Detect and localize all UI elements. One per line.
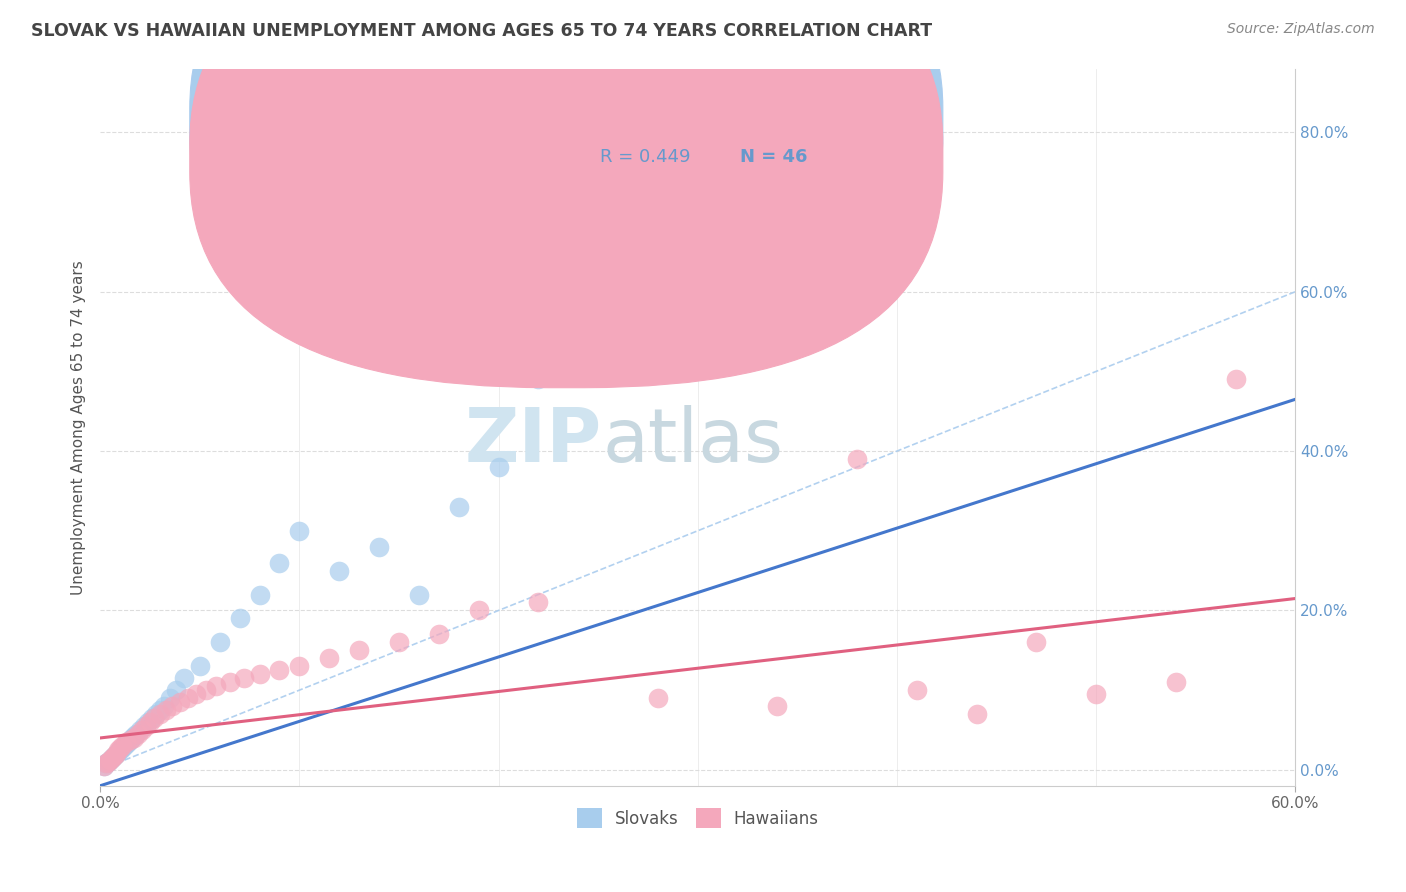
Point [1025,635,1047,649]
Text: atlas: atlas [602,405,783,478]
Point [488,460,510,475]
Point [1225,372,1247,386]
Point [139,714,162,729]
Point [204,679,226,693]
Point [141,711,163,725]
Point [101,751,124,765]
Point [184,687,207,701]
Point [155,703,177,717]
Text: R = 0.556: R = 0.556 [600,112,690,130]
Point [103,748,125,763]
Point [98,753,121,767]
Point [408,587,430,601]
Point [966,707,988,722]
Point [122,731,145,745]
Point [115,737,138,751]
Text: ZIP: ZIP [465,405,602,478]
Point [94,756,117,771]
Point [149,707,172,722]
Point [905,683,928,698]
Point [208,635,231,649]
Text: N = 46: N = 46 [740,148,807,166]
Point [111,740,134,755]
Point [127,727,149,741]
Point [153,699,176,714]
Point [112,739,135,753]
Point [94,756,117,771]
Point [388,635,411,649]
Text: R = 0.449: R = 0.449 [600,148,690,166]
Point [98,753,121,767]
Point [101,751,124,765]
Point [269,556,291,570]
Point [328,564,350,578]
Point [108,740,131,755]
Point [107,745,129,759]
Point [527,595,550,609]
Point [318,651,340,665]
Point [173,671,195,685]
Point [121,731,143,745]
Point [427,627,450,641]
Point [103,748,125,763]
Point [122,730,145,744]
Point [160,699,183,714]
Point [269,663,291,677]
Point [118,732,141,747]
Point [97,755,120,769]
Point [97,755,120,769]
Text: N = 39: N = 39 [740,112,807,130]
Point [107,743,129,757]
Point [467,603,489,617]
Point [846,452,869,467]
Point [108,743,131,757]
Point [93,759,115,773]
Point [136,714,159,729]
FancyBboxPatch shape [190,0,943,351]
Text: Source: ZipAtlas.com: Source: ZipAtlas.com [1227,22,1375,37]
Point [347,643,370,657]
Point [232,671,254,685]
Point [288,524,311,538]
Point [105,747,128,761]
Point [115,735,138,749]
FancyBboxPatch shape [190,0,943,388]
Point [447,500,470,514]
Point [288,659,311,673]
Point [145,707,167,722]
Point [132,719,155,733]
Point [368,540,391,554]
Point [111,739,134,753]
Point [159,691,181,706]
Point [249,667,271,681]
Point [93,759,115,773]
Legend: Slovaks, Hawaiians: Slovaks, Hawaiians [569,801,825,835]
Point [1164,675,1187,690]
Point [766,699,789,714]
Point [105,747,128,761]
Point [118,732,141,747]
Point [117,735,139,749]
Point [142,711,165,725]
Point [125,727,148,741]
Y-axis label: Unemployment Among Ages 65 to 74 years: Unemployment Among Ages 65 to 74 years [72,260,86,595]
Point [194,683,217,698]
Point [129,723,152,737]
Point [169,695,191,709]
Point [131,723,153,737]
Point [1085,687,1108,701]
Point [228,611,250,625]
Point [218,675,240,690]
FancyBboxPatch shape [519,83,865,191]
Text: SLOVAK VS HAWAIIAN UNEMPLOYMENT AMONG AGES 65 TO 74 YEARS CORRELATION CHART: SLOVAK VS HAWAIIAN UNEMPLOYMENT AMONG AG… [31,22,932,40]
Point [647,691,669,706]
Point [165,683,187,698]
Point [135,719,157,733]
Point [527,372,550,386]
Point [149,703,172,717]
Point [188,659,211,673]
Point [249,587,271,601]
Point [177,691,200,706]
